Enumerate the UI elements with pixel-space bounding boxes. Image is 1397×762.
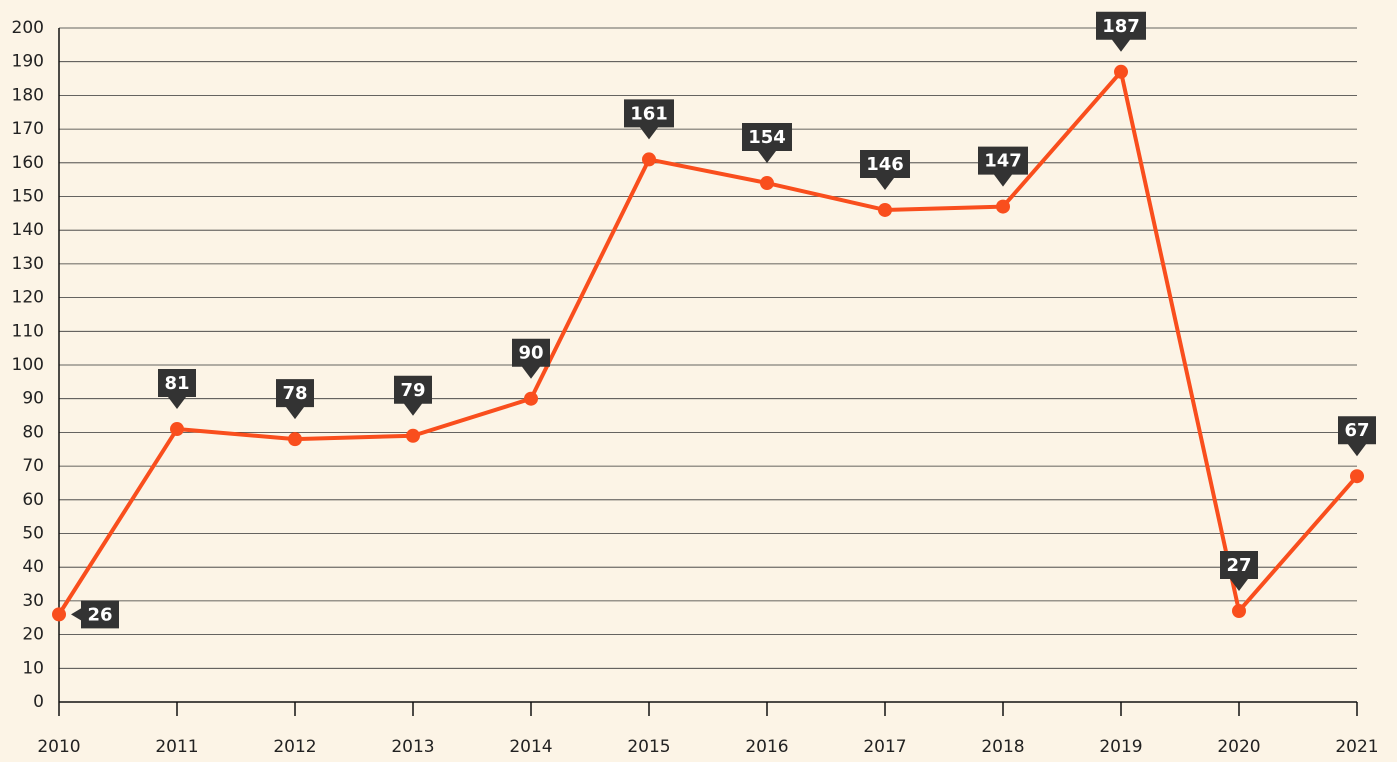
data-label: 27	[1220, 551, 1258, 592]
label-box	[1338, 416, 1376, 457]
series-line	[57, 69, 1359, 616]
x-tick-label: 2014	[509, 737, 552, 757]
data-label-text: 79	[400, 380, 425, 401]
x-tick-label: 2018	[981, 737, 1024, 757]
x-tick-label: 2012	[273, 737, 316, 757]
y-tick-label: 170	[12, 119, 44, 139]
y-tick-label: 30	[22, 591, 44, 611]
data-label-text: 81	[164, 373, 189, 394]
y-tick-label: 140	[12, 220, 44, 240]
point	[760, 176, 774, 191]
point	[1114, 64, 1128, 79]
point	[170, 422, 184, 437]
label-box	[624, 99, 674, 140]
y-tick-label: 10	[22, 658, 44, 678]
data-label-text: 27	[1226, 555, 1251, 576]
y-tick-label: 0	[33, 692, 44, 712]
point	[524, 391, 538, 406]
x-tick-label: 2021	[1335, 737, 1378, 757]
data-label-text: 154	[748, 127, 786, 148]
y-tick-label: 120	[12, 288, 44, 308]
label-box	[512, 338, 550, 379]
data-label-text: 78	[282, 383, 307, 404]
x-tick-label: 2010	[37, 737, 80, 757]
data-label-text: 161	[630, 103, 668, 124]
y-tick-label: 130	[12, 254, 44, 274]
point	[1232, 604, 1246, 619]
label-box	[71, 600, 119, 629]
label-box	[394, 375, 432, 416]
point	[52, 607, 66, 622]
label-box	[860, 149, 910, 190]
data-label: 147	[978, 146, 1028, 187]
x-tick-label: 2020	[1217, 737, 1260, 757]
data-label: 78	[276, 379, 314, 420]
label-box	[742, 123, 792, 164]
y-tick-label: 90	[22, 389, 44, 409]
label-box	[978, 146, 1028, 187]
data-label: 67	[1338, 416, 1376, 457]
label-box	[276, 379, 314, 420]
y-tick-label: 70	[22, 456, 44, 476]
data-label-text: 146	[866, 154, 904, 175]
data-label-text: 187	[1102, 16, 1140, 37]
label-box	[158, 369, 196, 410]
data-label: 187	[1096, 11, 1146, 52]
y-tick-label: 180	[12, 85, 44, 105]
label-box	[1220, 551, 1258, 592]
data-label: 79	[394, 375, 432, 416]
data-label-text: 90	[518, 343, 543, 364]
point	[642, 152, 656, 167]
data-label: 26	[71, 600, 119, 629]
y-tick-label: 160	[12, 153, 44, 173]
y-tick-label: 150	[12, 187, 44, 207]
data-label: 90	[512, 338, 550, 379]
point	[1350, 469, 1364, 484]
data-label: 161	[624, 99, 674, 140]
label-box	[1096, 11, 1146, 52]
y-tick-label: 60	[22, 490, 44, 510]
data-label-text: 26	[87, 604, 112, 625]
data-label: 154	[742, 123, 792, 164]
x-tick-label: 2016	[745, 737, 788, 757]
y-tick-label: 20	[22, 625, 44, 645]
data-label-text: 67	[1344, 420, 1369, 441]
point	[406, 428, 420, 443]
x-tick-label: 2013	[391, 737, 434, 757]
data-label: 146	[860, 149, 910, 190]
y-tick-label: 110	[12, 321, 44, 341]
x-tick-label: 2017	[863, 737, 906, 757]
y-tick-label: 200	[12, 18, 44, 38]
data-label: 81	[158, 369, 196, 410]
y-tick-label: 50	[22, 524, 44, 544]
point	[996, 199, 1010, 214]
y-tick-label: 100	[12, 355, 44, 375]
x-tick-label: 2015	[627, 737, 670, 757]
x-tick-label: 2019	[1099, 737, 1142, 757]
y-tick-label: 190	[12, 52, 44, 72]
x-tick-label: 2011	[155, 737, 198, 757]
point	[878, 202, 892, 217]
y-tick-label: 40	[22, 557, 44, 577]
y-tick-label: 80	[22, 422, 44, 442]
data-label-text: 147	[984, 151, 1022, 172]
point	[288, 432, 302, 447]
